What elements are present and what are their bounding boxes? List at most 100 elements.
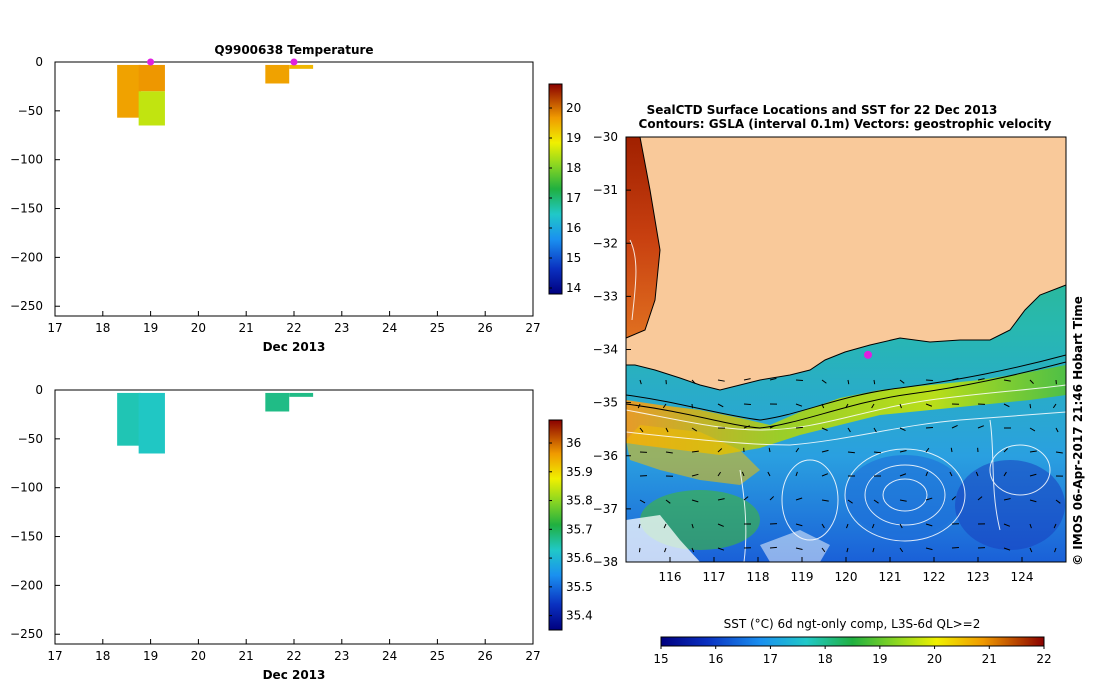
map-lat-ticks: −30 −31 −32 −33 −34 −35 −36 −37 −38 bbox=[593, 130, 631, 569]
velocity-vector bbox=[639, 499, 646, 504]
salinity-ytick-label: −50 bbox=[18, 432, 43, 446]
velocity-vector bbox=[717, 379, 725, 382]
sst-colorbar-ticks: 15 16 17 18 19 20 21 22 bbox=[653, 646, 1052, 666]
surface-location-marker bbox=[147, 58, 155, 66]
temperature-xtick-label: 23 bbox=[334, 321, 349, 335]
velocity-vector bbox=[899, 547, 904, 553]
salinity-xtick-label: 21 bbox=[239, 649, 254, 663]
velocity-vector bbox=[1003, 379, 1011, 382]
velocity-vector bbox=[977, 378, 985, 381]
velocity-vector bbox=[821, 523, 825, 529]
velocity-vector bbox=[1055, 427, 1059, 433]
velocity-vector bbox=[795, 471, 798, 477]
salinity-xtick-label: 19 bbox=[143, 649, 158, 663]
map-lon-tick-label: 117 bbox=[703, 570, 726, 584]
velocity-vector bbox=[821, 403, 825, 409]
temperature-cbtick-label: 17 bbox=[566, 191, 581, 205]
velocity-vector bbox=[743, 425, 751, 429]
map-lat-tick-label: −33 bbox=[593, 289, 618, 303]
sst-cbtick-label: 17 bbox=[763, 652, 778, 666]
velocity-vector bbox=[951, 496, 957, 501]
velocity-vector bbox=[1055, 499, 1061, 504]
map-lon-tick-label: 121 bbox=[879, 570, 902, 584]
map-lat-tick-label: −37 bbox=[593, 502, 618, 516]
velocity-vector bbox=[741, 471, 745, 477]
velocity-vector bbox=[899, 427, 906, 432]
temperature-xtick-label: 19 bbox=[143, 321, 158, 335]
gsla-contours bbox=[625, 239, 1067, 563]
velocity-vector bbox=[795, 523, 803, 527]
velocity-vector bbox=[845, 403, 849, 409]
velocity-vector bbox=[873, 379, 876, 385]
velocity-vector bbox=[769, 377, 777, 381]
salinity-xtick-label: 26 bbox=[478, 649, 493, 663]
temperature-profile-3 bbox=[265, 64, 290, 84]
velocity-vector bbox=[795, 497, 803, 501]
velocity-vector bbox=[1003, 448, 1009, 453]
velocity-vector bbox=[950, 447, 953, 453]
sst-cbtick-label: 21 bbox=[982, 652, 997, 666]
velocity-vector bbox=[1054, 547, 1057, 553]
temperature-colorbar bbox=[548, 83, 563, 295]
temperature-xtick-label: 17 bbox=[47, 321, 62, 335]
salinity-xtick-label: 17 bbox=[47, 649, 62, 663]
land-australia bbox=[625, 136, 1067, 391]
velocity-vector bbox=[1029, 523, 1032, 529]
velocity-vector bbox=[821, 547, 826, 553]
salinity-xtick-label: 23 bbox=[334, 649, 349, 663]
velocity-vector bbox=[873, 451, 881, 454]
velocity-vector bbox=[1003, 498, 1011, 501]
velocity-vector bbox=[717, 403, 724, 408]
velocity-vector bbox=[925, 403, 933, 407]
velocity-vector bbox=[691, 450, 699, 453]
salinity-colorbar bbox=[548, 419, 563, 631]
velocity-vector bbox=[637, 403, 641, 409]
temperature-ytick-label: −150 bbox=[10, 202, 43, 216]
salinity-cbtick-label: 35.4 bbox=[566, 609, 593, 623]
salinity-profile-2 bbox=[265, 392, 290, 412]
temperature-colorbar-ticks: 14 15 16 17 18 19 20 bbox=[549, 101, 581, 295]
velocity-vector bbox=[847, 499, 853, 504]
temperature-cbtick-label: 20 bbox=[566, 101, 581, 115]
velocity-vector bbox=[899, 523, 903, 529]
velocity-vector bbox=[743, 496, 749, 501]
salinity-profile-0 bbox=[117, 392, 142, 446]
west-coast-warm-water bbox=[626, 137, 660, 338]
salinity-xtick-label: 22 bbox=[286, 649, 301, 663]
velocity-vector bbox=[821, 427, 828, 431]
surface-location-marker bbox=[290, 58, 298, 66]
temperature-title: Q9900638 Temperature bbox=[214, 43, 373, 57]
velocity-vector bbox=[1052, 403, 1057, 409]
sst-cbtick-label: 18 bbox=[818, 652, 833, 666]
sst-cbtick-label: 22 bbox=[1036, 652, 1051, 666]
velocity-vector bbox=[717, 547, 725, 551]
velocity-vector bbox=[769, 496, 775, 501]
map-lon-ticks: 116 117 118 119 120 121 122 123 124 bbox=[659, 557, 1034, 584]
temperature-panel: Q9900638 Temperature 17 18 19 20 21 22 23 24 25 2… bbox=[10, 43, 581, 354]
velocity-vector bbox=[717, 523, 724, 527]
temperature-xtick-label: 27 bbox=[525, 321, 540, 335]
salinity-ytick-label: −250 bbox=[10, 627, 43, 641]
velocity-vector bbox=[1029, 450, 1037, 453]
salinity-ytick-label: −150 bbox=[10, 530, 43, 544]
map-lat-tick-label: −36 bbox=[593, 449, 618, 463]
sst-cbtick-label: 19 bbox=[872, 652, 887, 666]
velocity-vector bbox=[951, 425, 958, 429]
salinity-xtick-label: 18 bbox=[95, 649, 110, 663]
velocity-vector bbox=[873, 499, 879, 504]
velocity-vector bbox=[638, 523, 641, 529]
velocity-vector bbox=[975, 471, 979, 477]
temperature-ytick-label: 0 bbox=[35, 55, 43, 69]
salinity-ytick-label: −200 bbox=[10, 578, 43, 592]
salinity-panel: 17 18 19 20 21 22 23 24 25 26 27 0 −50 −100 −150 −200 −… bbox=[10, 383, 593, 682]
temperature-profile-0 bbox=[117, 64, 142, 118]
temperature-profile-4 bbox=[289, 64, 314, 69]
velocity-vector bbox=[717, 448, 723, 453]
velocity-vector bbox=[1003, 547, 1011, 551]
velocity-vector bbox=[925, 497, 933, 501]
temperature-xtick-label: 18 bbox=[95, 321, 110, 335]
map-lon-tick-label: 124 bbox=[1011, 570, 1034, 584]
temperature-xtick-label: 26 bbox=[478, 321, 493, 335]
map-lon-tick-label: 118 bbox=[747, 570, 770, 584]
